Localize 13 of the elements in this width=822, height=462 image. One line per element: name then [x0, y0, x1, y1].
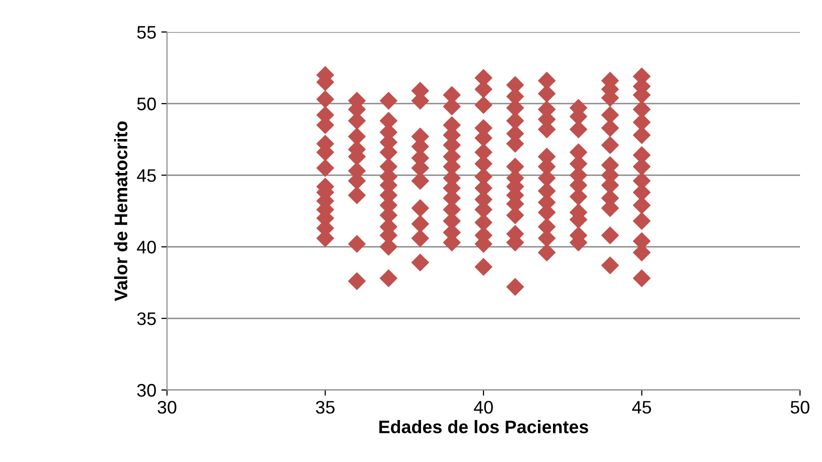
x-tick-label: 45 [632, 401, 652, 414]
x-tick-label: 50 [790, 400, 810, 414]
y-tick-label: 30 [137, 384, 156, 397]
y-tick-label: 35 [137, 312, 156, 326]
x-tick-label: 35 [316, 400, 335, 414]
x-tick-label: 40 [474, 400, 493, 414]
x-tick-label: 30 [158, 400, 176, 414]
y-tick-label: 55 [137, 26, 156, 39]
y-axis-title: Valor de Hematocrito [114, 121, 128, 302]
x-axis-title: Edades de los Pacientes [379, 420, 588, 434]
y-tick-label: 40 [136, 240, 156, 254]
y-tick-label: 50 [137, 98, 156, 110]
y-tick-label: 45 [136, 169, 156, 182]
